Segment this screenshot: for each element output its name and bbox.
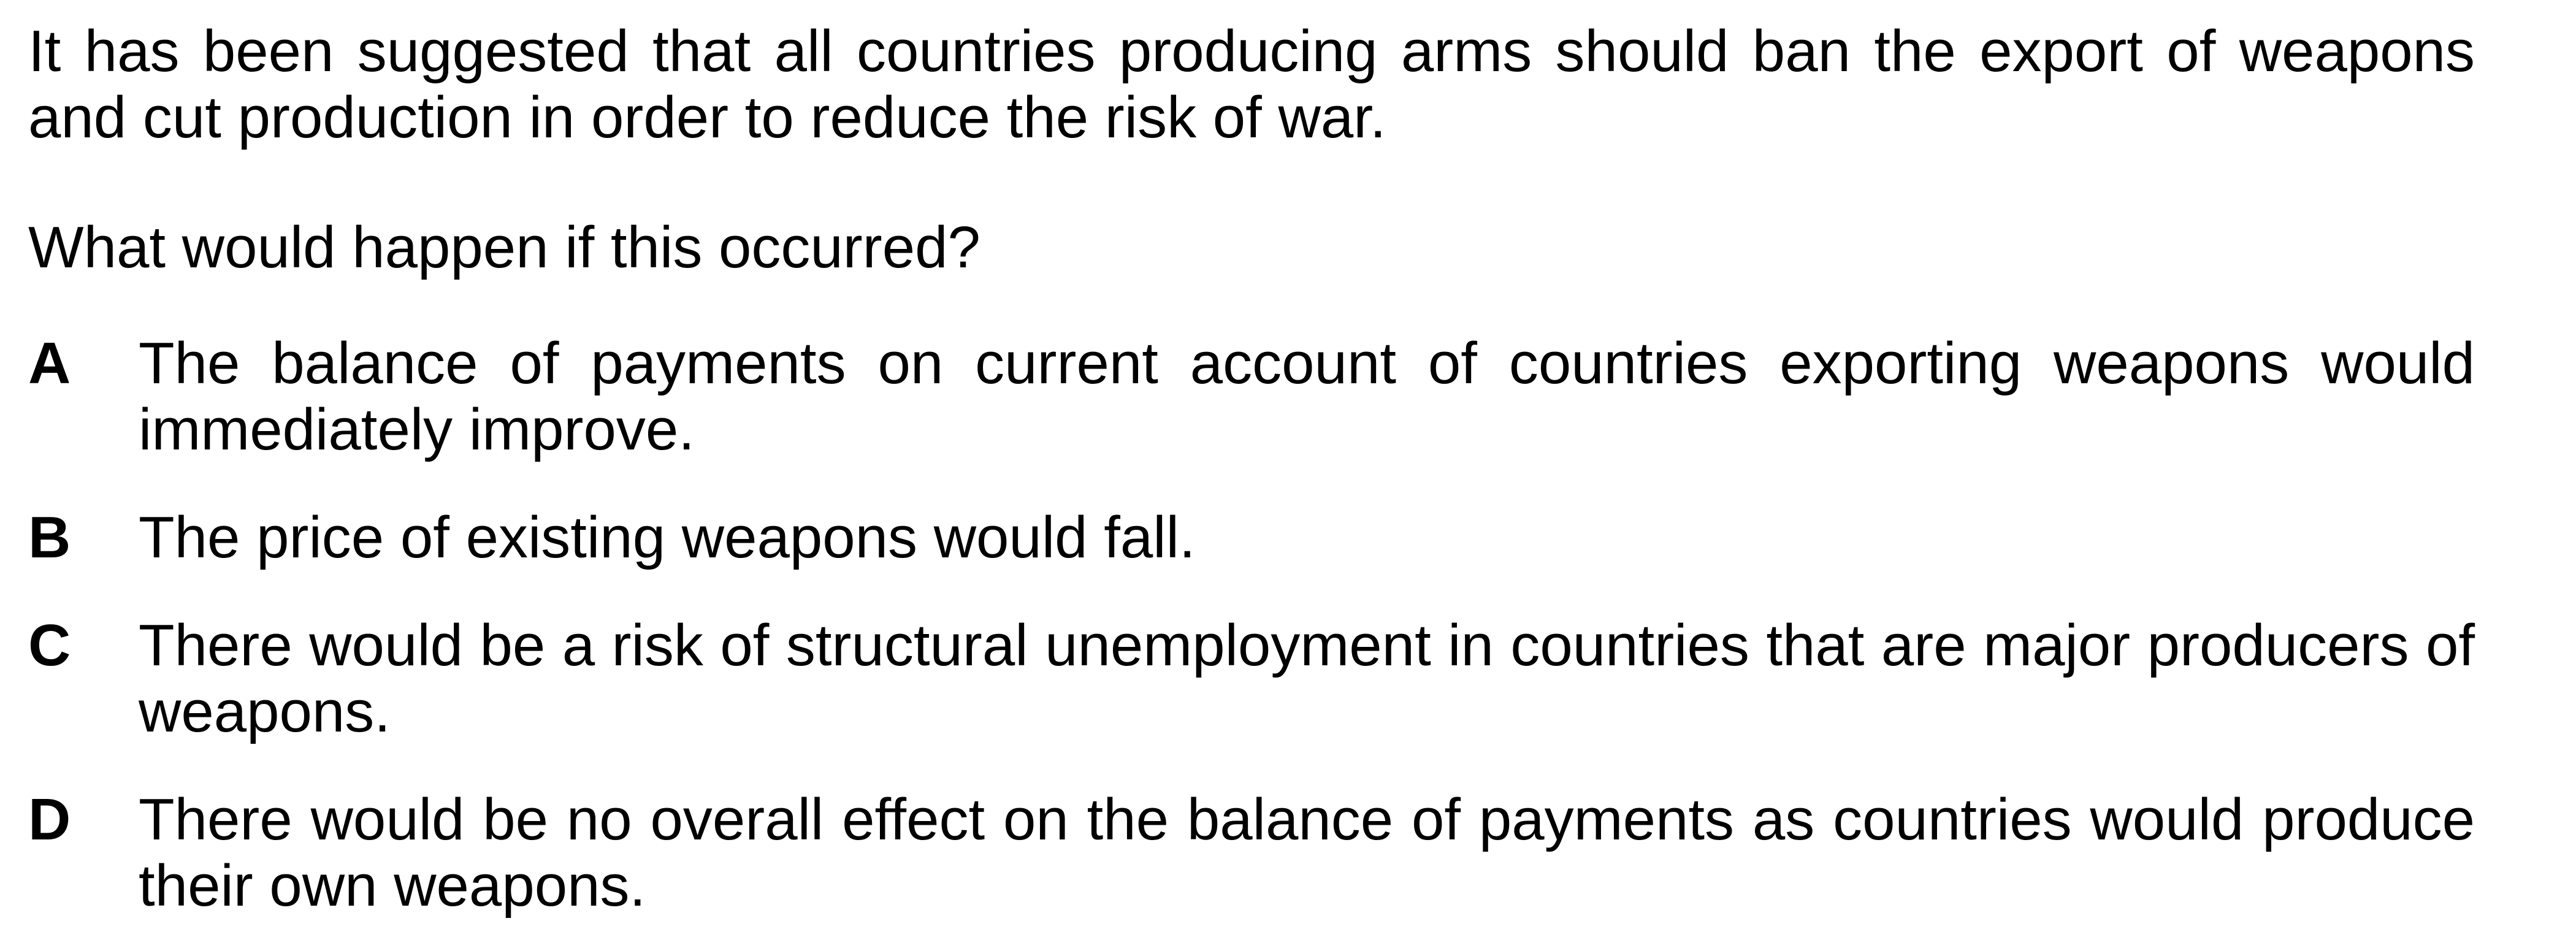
option-text: The price of existing weapons would fall… bbox=[139, 505, 1196, 570]
option-b: B The price of existing weapons would fa… bbox=[28, 505, 2475, 571]
option-a: A The balance of payments on current acc… bbox=[28, 331, 2475, 463]
option-text: The balance of payments on current accou… bbox=[139, 331, 2475, 462]
answer-options: A The balance of payments on current acc… bbox=[28, 331, 2475, 919]
option-letter: D bbox=[28, 787, 71, 852]
question-prompt: What would happen if this occurred? bbox=[28, 215, 980, 280]
option-text: There would be a risk of structural unem… bbox=[139, 613, 2475, 744]
option-letter: B bbox=[28, 505, 71, 570]
option-c: C There would be a risk of structural un… bbox=[28, 613, 2475, 745]
option-d: D There would be no overall effect on th… bbox=[28, 787, 2475, 919]
option-letter: A bbox=[28, 331, 71, 396]
option-letter: C bbox=[28, 613, 71, 678]
question-block: It has been suggested that all countries… bbox=[28, 18, 2475, 919]
option-text: There would be no overall effect on the … bbox=[139, 787, 2475, 919]
question-stem: It has been suggested that all countries… bbox=[28, 18, 2475, 150]
